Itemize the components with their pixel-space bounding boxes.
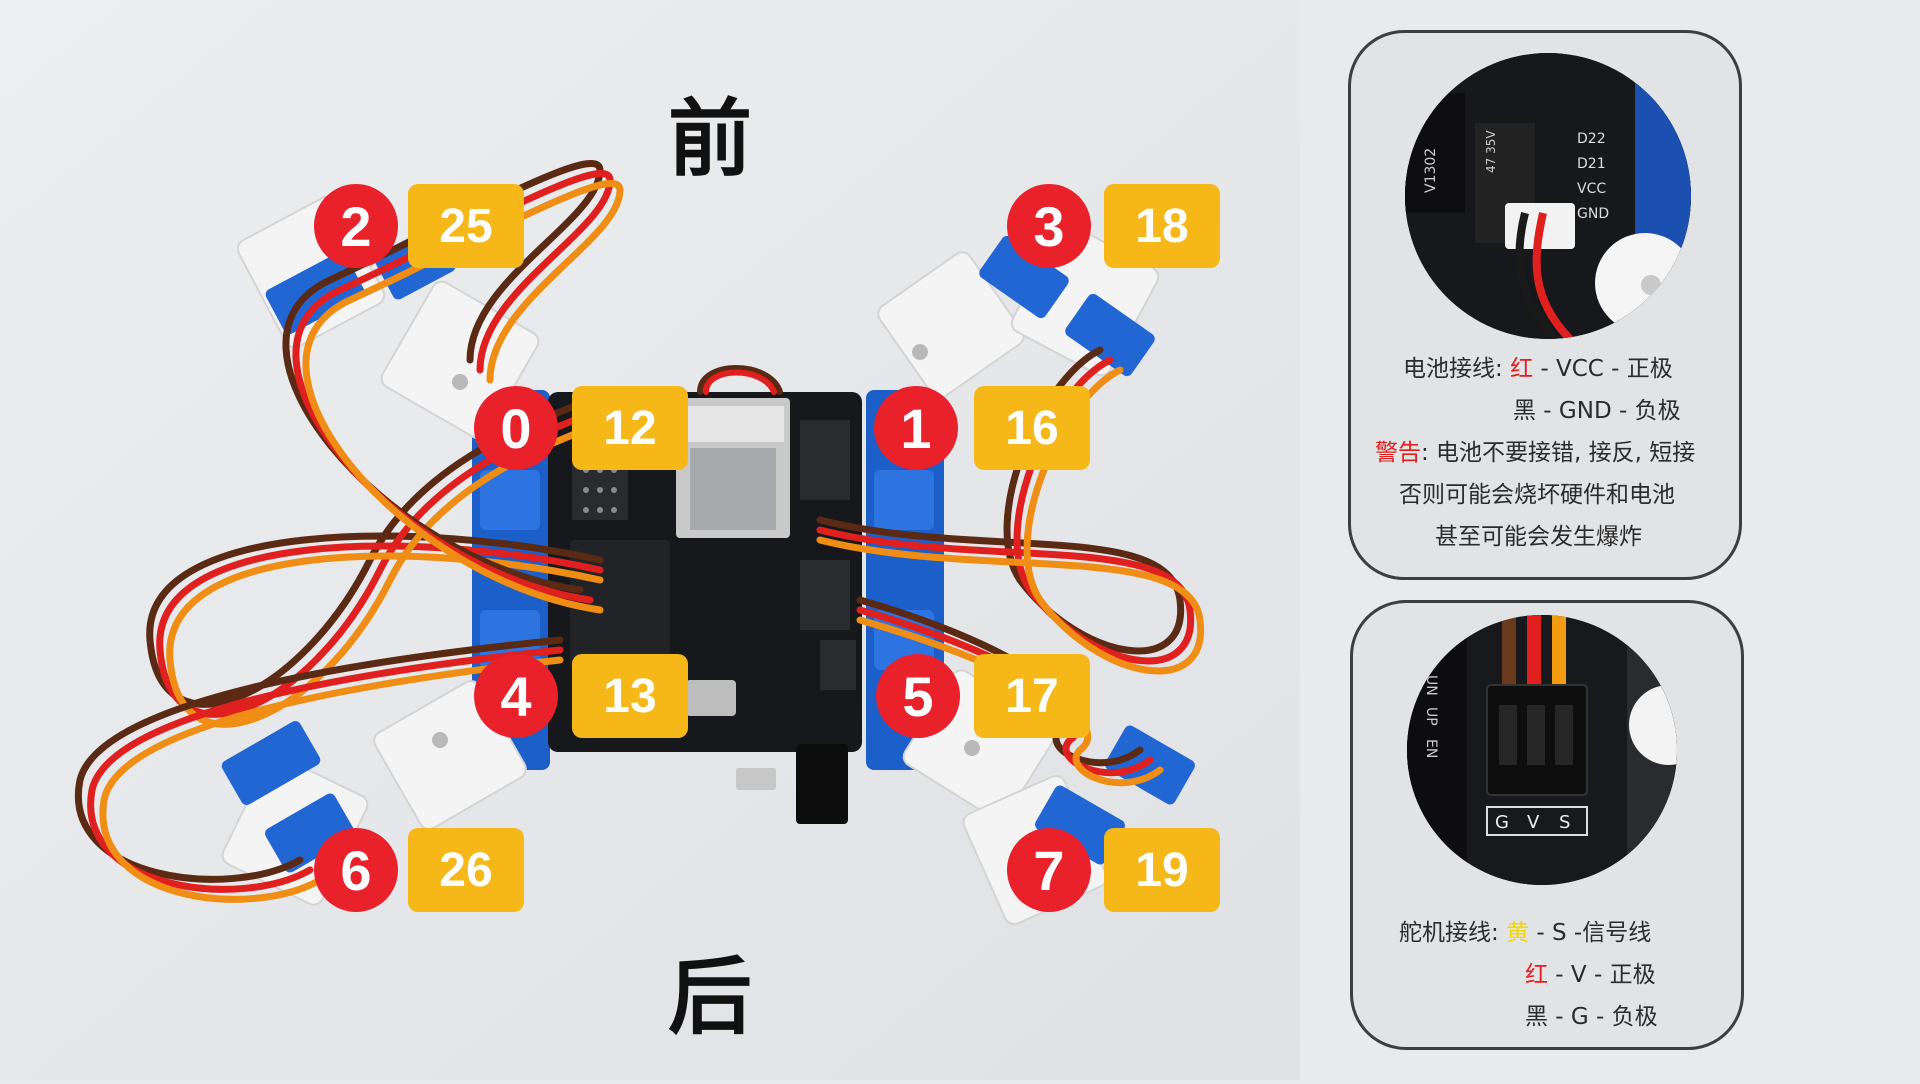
servo-index-badge-7: 7 [1007,828,1091,912]
board-label-up: UP [1423,707,1439,726]
servo-pin-badge-13: 13 [572,654,688,738]
servo-index-badge-5: 5 [876,654,960,738]
servo-index-badge-4: 4 [474,654,558,738]
servo-pin-badge-26: 26 [408,828,524,912]
servo-index-badge-1: 1 [874,386,958,470]
yellow-wire-word: 黄 [1506,920,1530,946]
board-label-d22: D22 [1577,131,1606,147]
servo-pin-badge-12: 12 [572,386,688,470]
red-wire-word: 红 [1510,356,1534,382]
servo-pin-badge-25: 25 [408,184,524,268]
robot-illustration [0,0,1300,1080]
servo-connector-illustration: G V S UN UP EN [1407,615,1677,885]
servo-connector-photo: G V S UN UP EN [1407,615,1677,885]
servo-index-badge-2: 2 [314,184,398,268]
battery-wiring-panel: D22 D21 VCC GND V1302 47 35V 电池接线: 红 - V… [1348,30,1742,580]
servo-index-badge-0: 0 [474,386,558,470]
board-label-gnd: GND [1577,206,1609,222]
pin-label-v: V [1527,812,1540,833]
board-label-en: EN [1423,739,1439,758]
signal-wire-text: - S -信号线 [1529,920,1652,946]
board-label-v1302: V1302 [1423,148,1439,193]
servo-pin-badge-17: 17 [974,654,1090,738]
board-label-d21: D21 [1577,156,1606,172]
servo-pin-badge-16: 16 [974,386,1090,470]
screws [432,344,980,756]
board-label-vcc: VCC [1577,181,1606,197]
battery-label: 电池接线: [1403,356,1503,382]
servo-index-badge-3: 3 [1007,184,1091,268]
red-wire-word-servo: 红 [1525,962,1548,988]
warning-line-3: 甚至可能会发生爆炸 [1435,524,1642,550]
robot-photo [0,0,1300,1080]
battery-line-2: 黑 - GND - 负极 [1513,398,1681,424]
capacitor-label: 47 35V [1484,130,1498,173]
battery-line-1: 电池接线: 红 - VCC - 正极 [1403,349,1673,383]
warning-word: 警告 [1375,440,1421,466]
servo-line-1: 舵机接线: 黄 - S -信号线 [1399,913,1651,947]
servo-line-2: 红 - V - 正极 [1525,955,1656,989]
v-positive-text: - V - 正极 [1548,962,1656,988]
warning-text: : 电池不要接错, 接反, 短接 [1421,440,1696,466]
vcc-positive-text: - VCC - 正极 [1533,356,1673,382]
warning-line: 警告: 电池不要接错, 接反, 短接 [1375,433,1695,467]
servo-wiring-panel: G V S UN UP EN 舵机接线: 黄 - S -信号线 红 - V - … [1350,600,1744,1050]
warning-line-2: 否则可能会烧坏硬件和电池 [1399,482,1675,508]
battery-connector-illustration: D22 D21 VCC GND V1302 47 35V [1405,53,1691,339]
pin-label-g: G [1495,812,1509,833]
servo-line-3: 黑 - G - 负极 [1525,1004,1658,1030]
board-label-un: UN [1423,675,1439,696]
servo-label: 舵机接线: [1399,920,1499,946]
servo-index-badge-6: 6 [314,828,398,912]
back-label: 后 [668,948,753,1046]
servo-pin-badge-18: 18 [1104,184,1220,268]
front-label: 前 [668,90,753,188]
pin-label-s: S [1559,812,1570,833]
battery-connector-photo: D22 D21 VCC GND V1302 47 35V [1405,53,1691,339]
servo-pin-badge-19: 19 [1104,828,1220,912]
